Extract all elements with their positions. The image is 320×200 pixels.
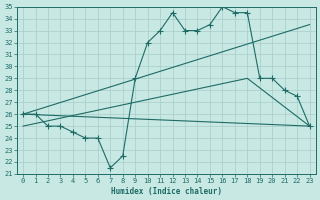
X-axis label: Humidex (Indice chaleur): Humidex (Indice chaleur) (111, 187, 222, 196)
